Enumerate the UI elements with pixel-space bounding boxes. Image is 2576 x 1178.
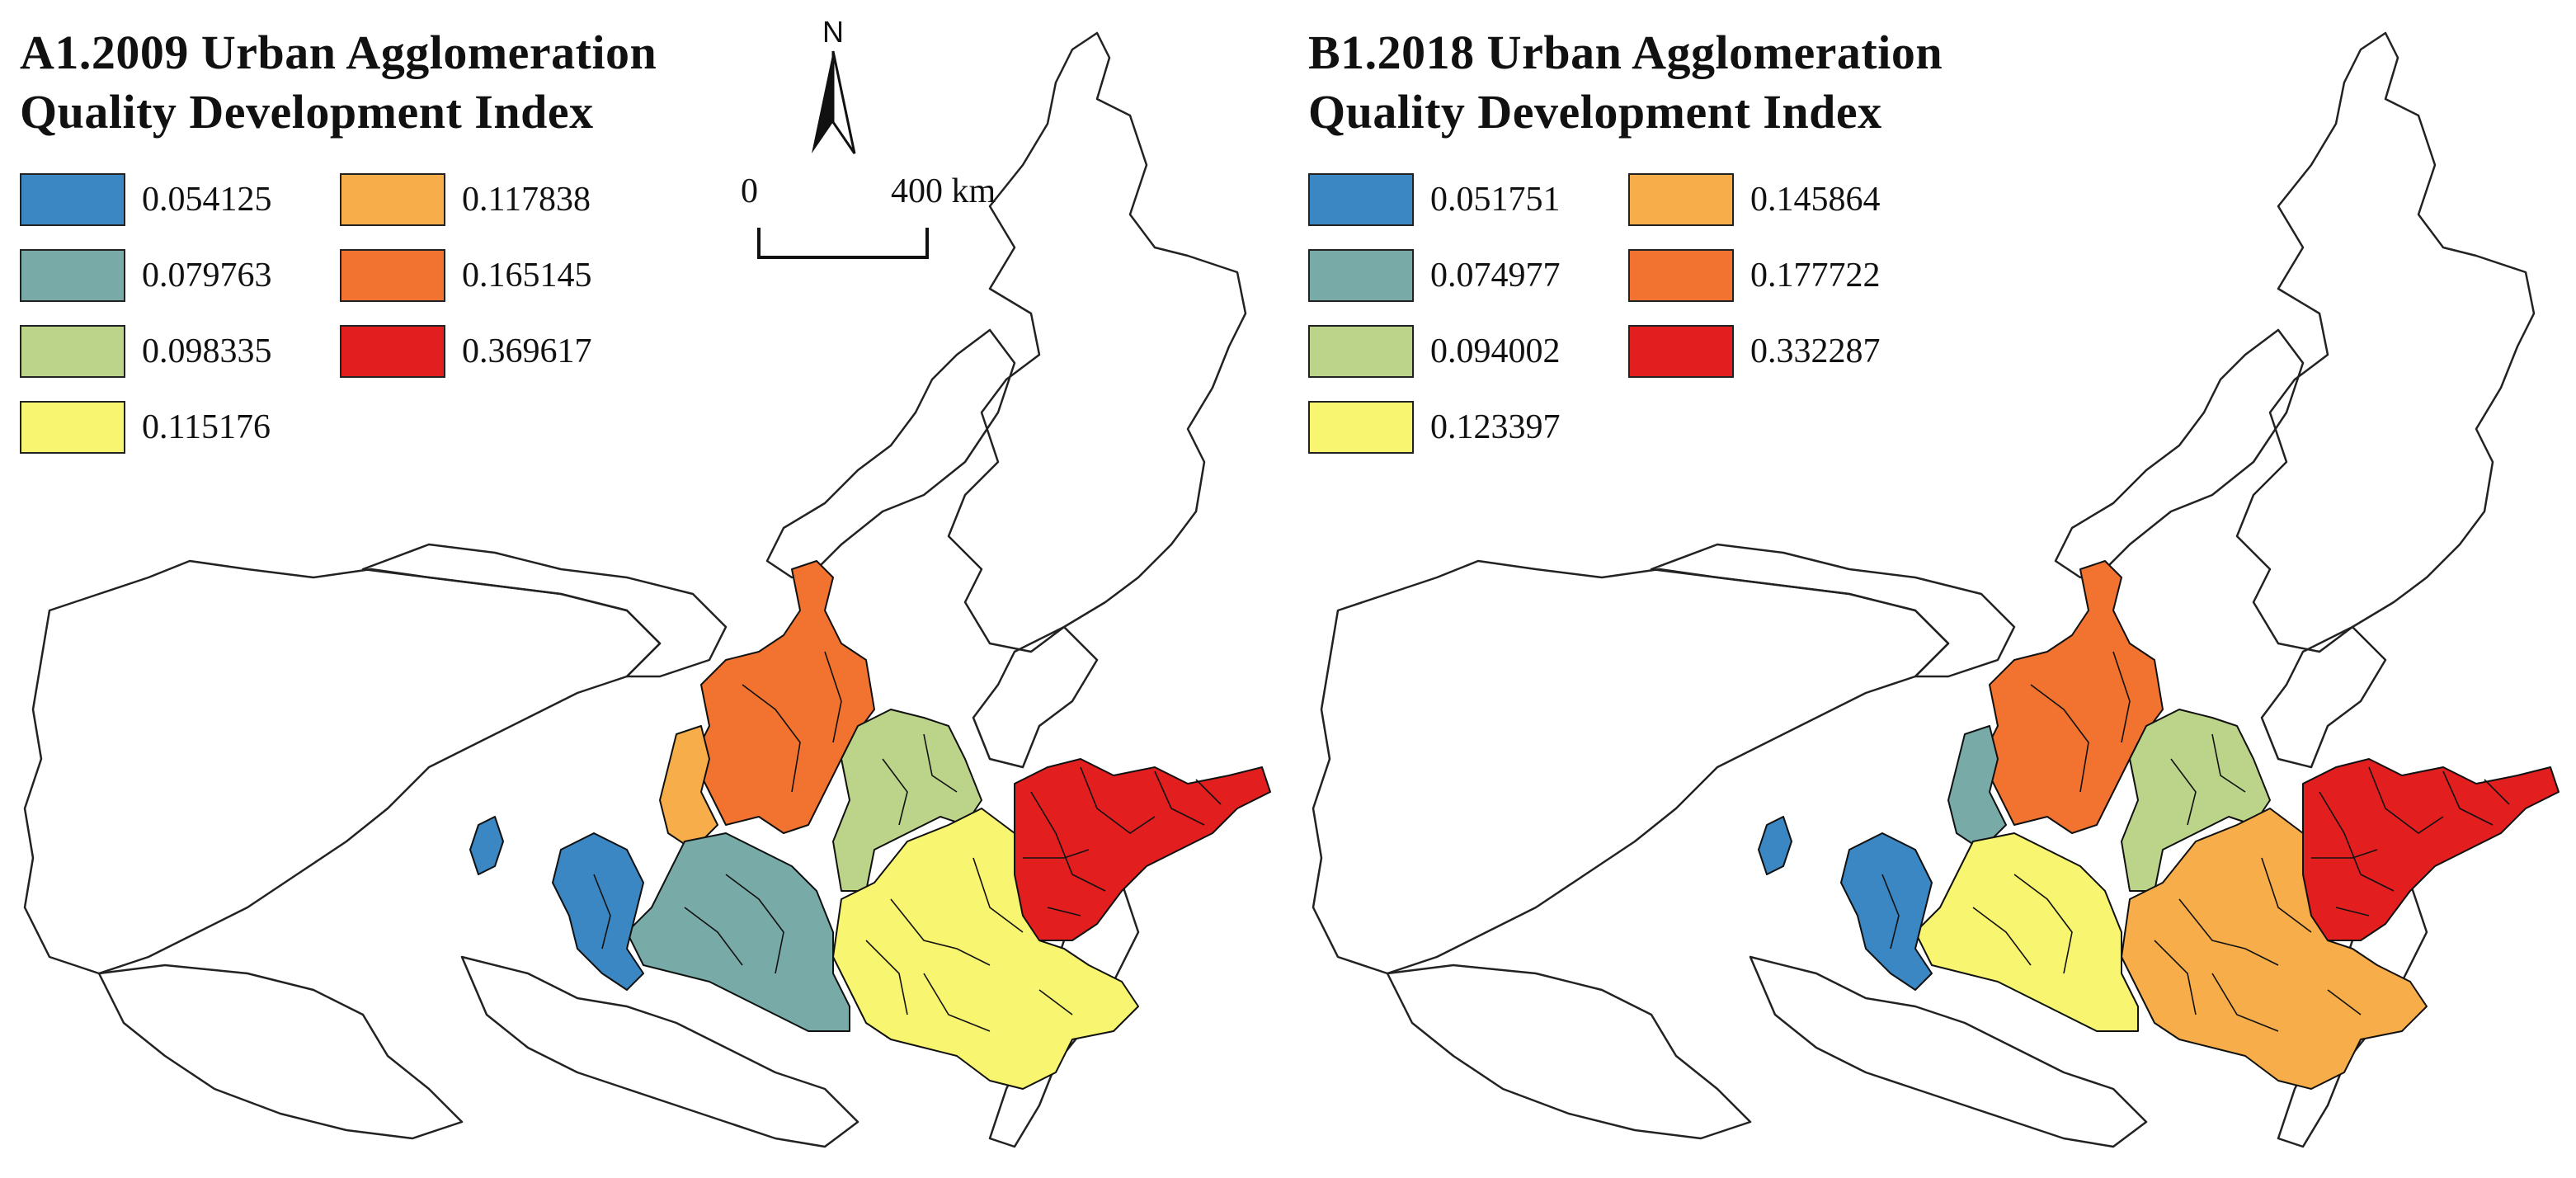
legend-label: 0.123397 <box>1430 408 1561 446</box>
region-central-north-outline <box>1650 543 2016 678</box>
legend-item: 0.079763 <box>20 246 272 305</box>
region-east-outline <box>972 625 1099 769</box>
map-title: B1.2018 Urban Agglomeration Quality Deve… <box>1308 23 1943 142</box>
scale-bar-line <box>757 228 929 259</box>
region-north-outline <box>765 328 1016 579</box>
legend-label: 0.117838 <box>462 181 591 219</box>
legend-label: 0.115176 <box>142 408 271 446</box>
choropleth-map-2018 <box>1312 31 2560 1148</box>
legend-swatch <box>1308 173 1414 226</box>
legend-item: 0.177722 <box>1628 246 1881 305</box>
legend-swatch <box>20 173 125 226</box>
legend-item: 0.054125 <box>20 170 272 229</box>
map-panel-2018: B1.2018 Urban Agglomeration Quality Deve… <box>1288 0 2576 1178</box>
legend-label: 0.054125 <box>142 181 272 219</box>
legend-swatch <box>1308 249 1414 302</box>
legend-swatch <box>340 173 445 226</box>
region-west-outline <box>23 559 662 975</box>
region-east-outline <box>2260 625 2387 769</box>
scale-bar-zero-label: 0 <box>741 172 758 210</box>
legend-label: 0.074977 <box>1430 257 1561 294</box>
region-yellow <box>832 808 1139 1090</box>
legend-item: 0.074977 <box>1308 246 1561 305</box>
legend-swatch <box>1628 325 1734 378</box>
region-west-outline <box>1312 559 1950 975</box>
region-red-east <box>1005 758 1271 941</box>
legend-label: 0.051751 <box>1430 181 1561 219</box>
region-northeast-outline <box>2235 31 2536 653</box>
map-title-line-1: B1.2018 Urban Agglomeration <box>1308 26 1943 79</box>
legend-item: 0.117838 <box>340 170 591 229</box>
region-red-east <box>2294 758 2560 941</box>
north-arrow: N <box>792 15 874 163</box>
legend-label: 0.165145 <box>462 257 592 294</box>
legend-item: 0.094002 <box>1308 322 1561 381</box>
region-west-south-outline <box>97 964 464 1140</box>
map-legend: 0.054125 0.117838 0.079763 0.165145 0.09… <box>20 170 647 467</box>
region-lightgreen <box>832 709 982 892</box>
choropleth-map-2009 <box>23 31 1271 1148</box>
legend-label: 0.332287 <box>1750 332 1881 370</box>
legend-swatch <box>1308 401 1414 454</box>
scale-bar: 0 400 km <box>741 165 1054 272</box>
region-yellow <box>1914 832 2139 1032</box>
legend-item: 0.123397 <box>1308 398 1561 457</box>
region-blue-enclave <box>469 816 504 875</box>
region-central-north-outline <box>361 543 728 678</box>
legend-swatch <box>1628 173 1734 226</box>
legend-label: 0.098335 <box>142 332 272 370</box>
legend-swatch <box>340 249 445 302</box>
legend-label: 0.177722 <box>1750 257 1881 294</box>
region-blue-enclave <box>1758 816 1792 875</box>
map-legend: 0.051751 0.145864 0.074977 0.177722 0.09… <box>1308 170 1935 467</box>
map-title-line-2: Quality Development Index <box>20 85 594 139</box>
legend-item: 0.369617 <box>340 322 592 381</box>
legend-label: 0.094002 <box>1430 332 1561 370</box>
legend-item: 0.098335 <box>20 322 272 381</box>
region-northeast-outline <box>947 31 1247 653</box>
region-lightorange <box>2121 808 2428 1090</box>
north-arrow-icon <box>812 50 856 154</box>
region-north-outline <box>2054 328 2305 579</box>
region-blue-main <box>552 832 644 991</box>
scale-bar-end-label: 400 km <box>891 172 996 210</box>
legend-item: 0.165145 <box>340 246 592 305</box>
map-title: A1.2009 Urban Agglomeration Quality Deve… <box>20 23 657 142</box>
region-orange-north <box>1980 560 2164 834</box>
map-title-line-1: A1.2009 Urban Agglomeration <box>20 26 657 79</box>
legend-label: 0.079763 <box>142 257 272 294</box>
legend-item: 0.332287 <box>1628 322 1881 381</box>
region-south-outline <box>1749 955 2148 1148</box>
legend-label: 0.369617 <box>462 332 592 370</box>
legend-swatch <box>20 325 125 378</box>
north-arrow-letter: N <box>822 15 844 49</box>
region-west-south-outline <box>1386 964 1752 1140</box>
legend-swatch <box>20 249 125 302</box>
region-south-outline <box>460 955 859 1148</box>
legend-item: 0.145864 <box>1628 170 1881 229</box>
legend-label: 0.145864 <box>1750 181 1881 219</box>
region-teal <box>626 832 850 1032</box>
region-orange-north <box>692 560 875 834</box>
map-title-line-2: Quality Development Index <box>1308 85 1882 139</box>
region-blue-main <box>1840 832 1933 991</box>
legend-swatch <box>20 401 125 454</box>
legend-swatch <box>1628 249 1734 302</box>
legend-item: 0.115176 <box>20 398 271 457</box>
legend-swatch <box>1308 325 1414 378</box>
legend-swatch <box>340 325 445 378</box>
region-lightgreen <box>2121 709 2271 892</box>
map-panel-2009: A1.2009 Urban Agglomeration Quality Deve… <box>20 15 1271 1148</box>
legend-item: 0.051751 <box>1308 170 1561 229</box>
